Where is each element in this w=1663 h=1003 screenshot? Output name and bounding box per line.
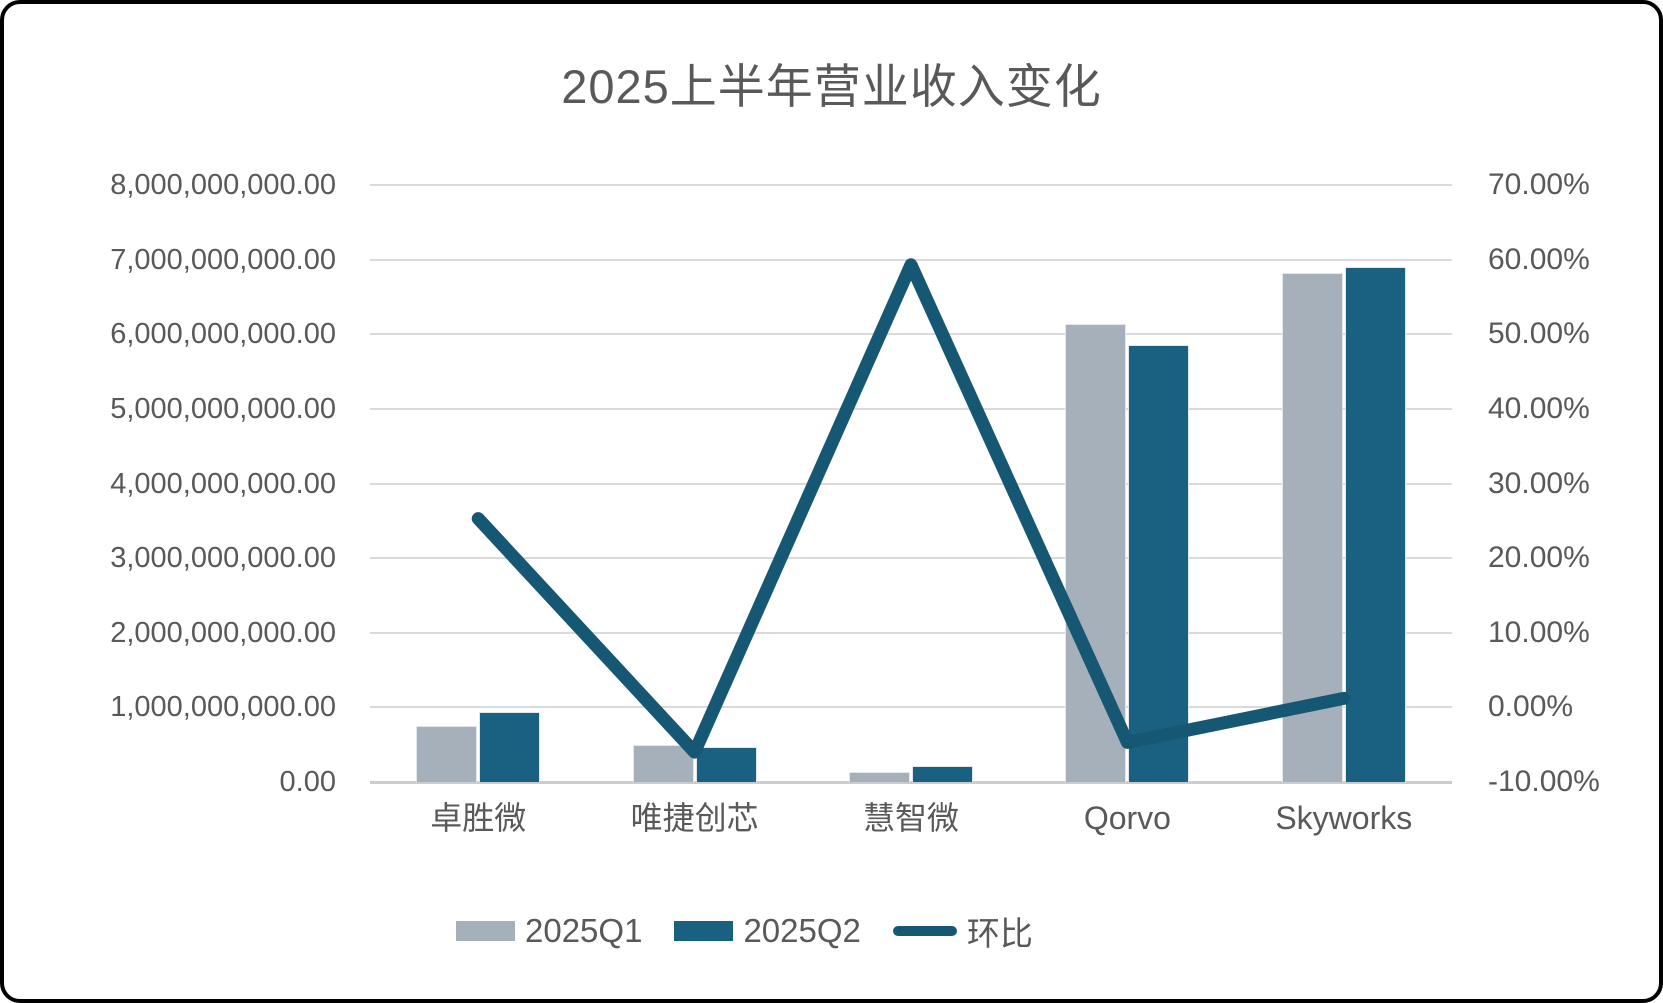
legend-item-2025q2: 2025Q2 (674, 912, 861, 950)
gridline (370, 333, 1452, 336)
legend: 2025Q1 2025Q2 环比 (456, 908, 1033, 954)
bar-2025q1-1 (632, 744, 694, 782)
bar-2025q2-0 (479, 711, 541, 782)
legend-swatch-icon (674, 921, 734, 941)
category-label-3: Qorvo (1083, 800, 1171, 836)
bar-2025q2-1 (695, 746, 757, 782)
legend-swatch-icon (456, 921, 515, 941)
gridline (370, 706, 1452, 709)
gridline (370, 631, 1452, 634)
category-label-0: 卓胜微 (430, 800, 527, 836)
legend-item-环比: 环比 (892, 907, 1033, 955)
gridline (370, 557, 1452, 560)
category-label-2: 慧智微 (862, 800, 959, 836)
right-axis-tick-label: 50.00% (1488, 317, 1590, 351)
left-axis-tick-label: 8,000,000,000.00 (110, 169, 336, 201)
category-label-4: Skyworks (1275, 800, 1413, 836)
right-axis-tick-label: 10.00% (1488, 615, 1590, 649)
legend-item-2025q1: 2025Q1 (456, 912, 642, 950)
left-axis-tick-label: 7,000,000,000.00 (110, 243, 336, 276)
right-axis-tick-label: 20.00% (1488, 541, 1590, 575)
left-axis-tick-label: 4,000,000,000.00 (110, 467, 336, 500)
right-axis-tick-label: 30.00% (1488, 466, 1590, 500)
legend-label: 2025Q1 (525, 912, 643, 949)
legend-line-swatch-icon (892, 926, 957, 936)
left-axis-tick-label: 2,000,000,000.00 (110, 616, 336, 649)
gridline (370, 407, 1452, 410)
left-axis-tick-label: 1,000,000,000.00 (110, 691, 336, 724)
gridline (370, 184, 1452, 186)
right-axis-tick-label: -10.00% (1488, 765, 1600, 798)
bar-2025q1-2 (849, 771, 910, 782)
left-axis-tick-label: 6,000,000,000.00 (110, 318, 336, 351)
bar-2025q2-2 (912, 765, 973, 782)
left-axis-tick-label: 0.00 (279, 766, 336, 798)
plot-area (370, 184, 1452, 784)
line-series-环比 (471, 258, 1351, 759)
category-label-1: 唯捷创芯 (630, 800, 759, 836)
right-axis-tick-label: 0.00% (1488, 690, 1574, 724)
legend-label: 2025Q2 (743, 912, 861, 949)
bar-2025q2-3 (1128, 345, 1190, 782)
bar-2025q2-4 (1344, 267, 1406, 782)
bar-2025q1-0 (416, 726, 478, 782)
gridline (370, 482, 1452, 485)
left-axis-tick-label: 3,000,000,000.00 (110, 542, 336, 575)
chart-title: 2025上半年营业收入变化 (561, 60, 1102, 113)
x-axis-line (370, 781, 1452, 784)
right-axis-tick-label: 40.00% (1488, 391, 1590, 425)
right-axis-tick-label: 60.00% (1488, 242, 1590, 276)
left-axis-tick-label: 5,000,000,000.00 (110, 392, 336, 425)
right-axis-tick-label: 70.00% (1488, 168, 1590, 201)
legend-label: 环比 (966, 915, 1033, 952)
